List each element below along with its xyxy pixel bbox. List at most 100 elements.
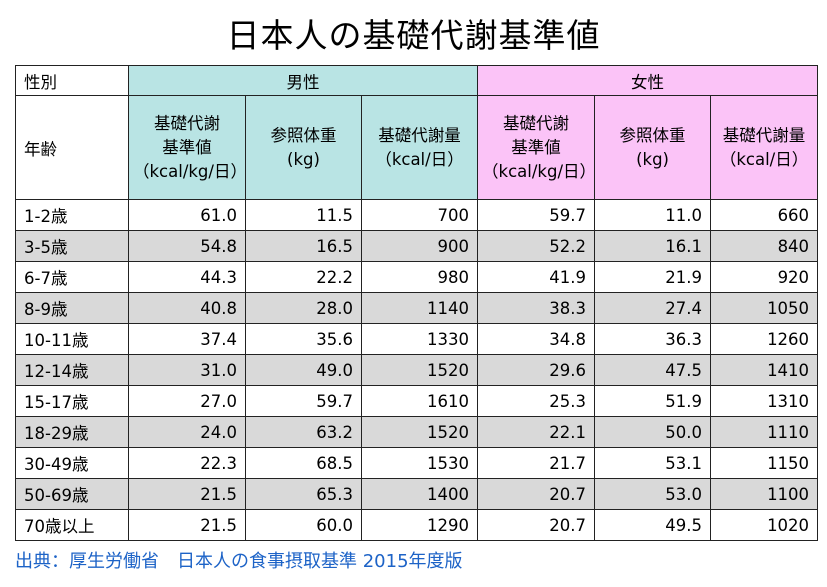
male-bmr-header: 基礎代謝量 （kcal/日） (360, 95, 479, 200)
female-bmr-cell: 1260 (710, 323, 819, 355)
female-bmr-standard-cell: 20.7 (477, 509, 596, 541)
male-bmr-cell: 1140 (360, 292, 479, 324)
female-bmr-standard-cell: 25.3 (477, 385, 596, 417)
female-bmr-standard-cell: 41.9 (477, 261, 596, 293)
female-weight-cell: 27.4 (594, 292, 712, 324)
male-bmr-standard-cell: 44.3 (128, 261, 246, 293)
female-bmr-standard-header: 基礎代謝 基準値 （kcal/kg/日） (477, 95, 596, 200)
age-cell: 70歳以上 (15, 509, 129, 541)
female-reference-weight-header: 参照体重 (kg) (594, 95, 712, 200)
female-weight-cell: 36.3 (594, 323, 712, 355)
female-bmr-cell: 840 (710, 230, 819, 262)
table-body: 1-2歳 61.0 11.5 700 59.7 11.0 660 3-5歳 54.8 16.5 90… (15, 199, 819, 541)
table-row: 30-49歳 22.3 68.5 1530 21.7 53.1 1150 (15, 447, 819, 479)
female-weight-cell: 47.5 (594, 354, 712, 386)
age-cell: 50-69歳 (15, 478, 129, 510)
age-cell: 18-29歳 (15, 416, 129, 448)
female-bmr-cell: 1050 (710, 292, 819, 324)
male-bmr-cell: 1520 (360, 416, 479, 448)
male-bmr-cell: 1520 (360, 354, 479, 386)
female-bmr-cell: 920 (710, 261, 819, 293)
female-bmr-standard-cell: 52.2 (477, 230, 596, 262)
male-bmr-standard-cell: 61.0 (128, 199, 246, 231)
male-weight-cell: 63.2 (245, 416, 362, 448)
female-weight-cell: 51.9 (594, 385, 712, 417)
female-bmr-standard-cell: 20.7 (477, 478, 596, 510)
female-bmr-standard-cell: 22.1 (477, 416, 596, 448)
age-cell: 6-7歳 (15, 261, 129, 293)
table-row: 8-9歳 40.8 28.0 1140 38.3 27.4 1050 (15, 292, 819, 324)
male-bmr-standard-cell: 22.3 (128, 447, 246, 479)
female-bmr-header: 基礎代謝量 （kcal/日） (710, 95, 819, 200)
header-row-columns: 年齢 基礎代謝 基準値 （kcal/kg/日） 参照体重 (kg) 基礎代謝量 … (15, 95, 819, 200)
table-row: 50-69歳 21.5 65.3 1400 20.7 53.0 1100 (15, 478, 819, 510)
age-cell: 12-14歳 (15, 354, 129, 386)
table-row: 3-5歳 54.8 16.5 900 52.2 16.1 840 (15, 230, 819, 262)
female-bmr-cell: 1110 (710, 416, 819, 448)
male-bmr-cell: 700 (360, 199, 479, 231)
table-row: 6-7歳 44.3 22.2 980 41.9 21.9 920 (15, 261, 819, 293)
female-weight-cell: 53.1 (594, 447, 712, 479)
male-weight-cell: 22.2 (245, 261, 362, 293)
male-weight-cell: 16.5 (245, 230, 362, 262)
male-bmr-cell: 900 (360, 230, 479, 262)
female-weight-cell: 16.1 (594, 230, 712, 262)
table-row: 70歳以上 21.5 60.0 1290 20.7 49.5 1020 (15, 509, 819, 541)
female-bmr-standard-cell: 34.8 (477, 323, 596, 355)
male-weight-cell: 60.0 (245, 509, 362, 541)
male-weight-cell: 68.5 (245, 447, 362, 479)
male-bmr-standard-cell: 21.5 (128, 509, 246, 541)
female-bmr-cell: 1310 (710, 385, 819, 417)
age-cell: 30-49歳 (15, 447, 129, 479)
male-bmr-cell: 980 (360, 261, 479, 293)
female-bmr-cell: 660 (710, 199, 819, 231)
male-weight-cell: 11.5 (245, 199, 362, 231)
age-cell: 1-2歳 (15, 199, 129, 231)
age-label: 年齢 (15, 95, 129, 200)
male-bmr-cell: 1400 (360, 478, 479, 510)
bmr-table: 性別 男性 女性 年齢 基礎代謝 基準値 （kcal/kg/日） 参照体重 (k… (15, 65, 819, 541)
female-weight-cell: 53.0 (594, 478, 712, 510)
table-row: 18-29歳 24.0 63.2 1520 22.1 50.0 1110 (15, 416, 819, 448)
female-bmr-cell: 1100 (710, 478, 819, 510)
female-bmr-cell: 1410 (710, 354, 819, 386)
female-weight-cell: 50.0 (594, 416, 712, 448)
age-cell: 15-17歳 (15, 385, 129, 417)
male-weight-cell: 59.7 (245, 385, 362, 417)
male-bmr-standard-cell: 24.0 (128, 416, 246, 448)
table-row: 12-14歳 31.0 49.0 1520 29.6 47.5 1410 (15, 354, 819, 386)
male-weight-cell: 65.3 (245, 478, 362, 510)
female-bmr-cell: 1020 (710, 509, 819, 541)
female-bmr-cell: 1150 (710, 447, 819, 479)
female-weight-cell: 21.9 (594, 261, 712, 293)
male-header: 男性 (127, 65, 479, 96)
sex-label: 性別 (15, 65, 129, 96)
age-cell: 10-11歳 (15, 323, 129, 355)
source-note: 出典：厚生労働省 日本人の食事摂取基準 2015年度版 (15, 551, 463, 572)
male-bmr-standard-cell: 54.8 (128, 230, 246, 262)
male-weight-cell: 35.6 (245, 323, 362, 355)
male-weight-cell: 28.0 (245, 292, 362, 324)
female-weight-cell: 49.5 (594, 509, 712, 541)
male-weight-cell: 49.0 (245, 354, 362, 386)
female-bmr-standard-cell: 38.3 (477, 292, 596, 324)
page-title: 日本人の基礎代謝基準値 (226, 16, 601, 55)
age-cell: 3-5歳 (15, 230, 129, 262)
female-bmr-standard-cell: 21.7 (477, 447, 596, 479)
male-bmr-cell: 1330 (360, 323, 479, 355)
male-bmr-standard-header: 基礎代謝 基準値 （kcal/kg/日） (128, 95, 246, 200)
table-row: 15-17歳 27.0 59.7 1610 25.3 51.9 1310 (15, 385, 819, 417)
table-row: 1-2歳 61.0 11.5 700 59.7 11.0 660 (15, 199, 819, 231)
female-bmr-standard-cell: 29.6 (477, 354, 596, 386)
female-weight-cell: 11.0 (594, 199, 712, 231)
table-row: 10-11歳 37.4 35.6 1330 34.8 36.3 1260 (15, 323, 819, 355)
male-bmr-cell: 1290 (360, 509, 479, 541)
male-reference-weight-header: 参照体重 (kg) (245, 95, 362, 200)
male-bmr-standard-cell: 21.5 (128, 478, 246, 510)
female-bmr-standard-cell: 59.7 (477, 199, 596, 231)
male-bmr-standard-cell: 27.0 (128, 385, 246, 417)
header-row-sex: 性別 男性 女性 (15, 65, 819, 96)
age-cell: 8-9歳 (15, 292, 129, 324)
male-bmr-standard-cell: 31.0 (128, 354, 246, 386)
male-bmr-cell: 1530 (360, 447, 479, 479)
